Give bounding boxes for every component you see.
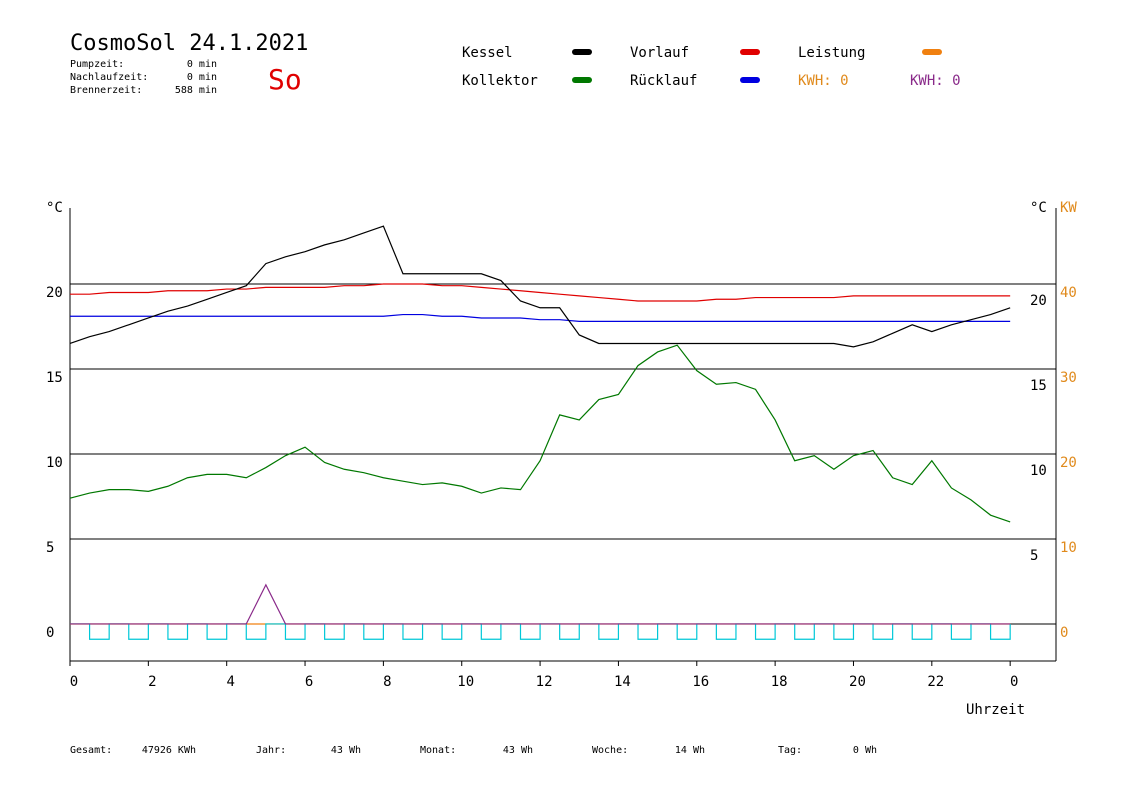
y-tick-label: 0 xyxy=(46,625,54,641)
series-line xyxy=(70,283,1011,302)
total-label: Jahr: xyxy=(256,745,286,756)
legend-swatch xyxy=(740,49,760,55)
total-label: Woche: xyxy=(592,745,628,756)
kwh-label: KWH: 0 xyxy=(910,73,961,89)
y-tick-label: 5 xyxy=(46,540,54,556)
total-label: Tag: xyxy=(778,745,802,756)
y2-tick-label: 0 xyxy=(1060,625,1068,641)
legend-label: Rücklauf xyxy=(630,73,697,89)
y-tick-label-right: 15 xyxy=(1030,378,1047,394)
legend-label: Kollektor xyxy=(462,73,538,89)
legend-swatch xyxy=(922,49,942,55)
total-value: 14 Wh xyxy=(675,745,705,756)
y-unit-right: °C xyxy=(1030,200,1047,216)
y-tick-label: 15 xyxy=(46,370,63,386)
total-label: Gesamt: xyxy=(70,745,112,756)
series-line xyxy=(70,313,1011,322)
stat-value: 0 min xyxy=(187,72,217,83)
x-tick-label: 8 xyxy=(383,674,391,690)
stat-label: Brennerzeit: xyxy=(70,85,142,96)
total-value: 0 Wh xyxy=(853,745,877,756)
total-value: 43 Wh xyxy=(331,745,361,756)
total-label: Monat: xyxy=(420,745,456,756)
series-line xyxy=(70,623,1011,640)
legend-label: Leistung xyxy=(798,45,865,61)
total-value: 47926 KWh xyxy=(142,745,196,756)
y2-tick-label: 30 xyxy=(1060,370,1077,386)
x-tick-label: 6 xyxy=(305,674,313,690)
x-tick-label: 0 xyxy=(1010,674,1018,690)
x-tick-label: 0 xyxy=(70,674,78,690)
legend-swatch xyxy=(572,49,592,55)
x-tick-label: 20 xyxy=(849,674,866,690)
stat-value: 588 min xyxy=(175,85,217,96)
x-tick-label: 2 xyxy=(148,674,156,690)
x-tick-label: 12 xyxy=(536,674,553,690)
x-tick-label: 22 xyxy=(927,674,944,690)
y-unit: °C xyxy=(46,200,63,216)
y-tick-label-right: 10 xyxy=(1030,463,1047,479)
y2-unit: KW xyxy=(1060,200,1077,216)
series-line xyxy=(70,583,1011,625)
x-tick-label: 4 xyxy=(226,674,234,690)
x-tick-label: 16 xyxy=(692,674,709,690)
y-tick-label-right: 5 xyxy=(1030,548,1038,564)
y2-tick-label: 40 xyxy=(1060,285,1077,301)
total-value: 43 Wh xyxy=(503,745,533,756)
x-tick-label: 18 xyxy=(771,674,788,690)
legend-swatch xyxy=(572,77,592,83)
y-tick-label: 20 xyxy=(46,285,63,301)
legend-label: Kessel xyxy=(462,45,513,61)
kwh-label: KWH: 0 xyxy=(798,73,849,89)
x-tick-label: 14 xyxy=(614,674,631,690)
y-tick-label-right: 20 xyxy=(1030,293,1047,309)
x-label: Uhrzeit xyxy=(966,702,1025,718)
series-line xyxy=(69,225,1011,348)
y2-tick-label: 20 xyxy=(1060,455,1077,471)
stat-label: Nachlaufzeit: xyxy=(70,72,148,83)
series-line xyxy=(69,344,1011,523)
legend-swatch xyxy=(740,77,760,83)
stat-value: 0 min xyxy=(187,59,217,70)
y2-tick-label: 10 xyxy=(1060,540,1077,556)
y-tick-label: 10 xyxy=(46,455,63,471)
title: CosmoSol 24.1.2021 xyxy=(70,31,308,56)
legend-label: Vorlauf xyxy=(630,45,689,61)
x-tick-label: 10 xyxy=(457,674,474,690)
day: So xyxy=(268,63,302,96)
stat-label: Pumpzeit: xyxy=(70,59,124,70)
